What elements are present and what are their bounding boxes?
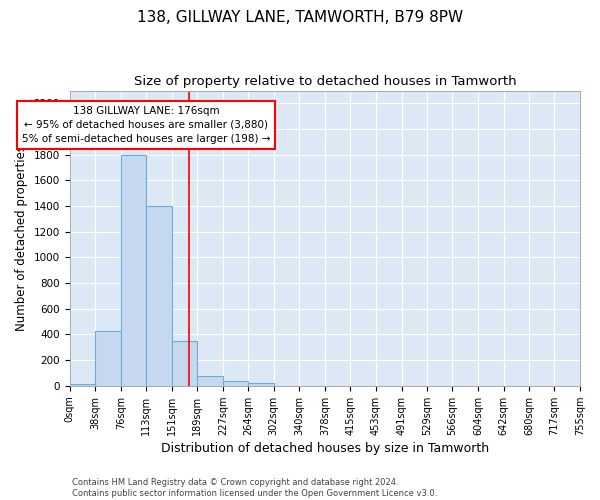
Bar [197,376,223,386]
Title: Size of property relative to detached houses in Tamworth: Size of property relative to detached ho… [134,75,516,88]
Bar [70,384,95,386]
Bar [172,341,197,386]
Bar [223,382,248,386]
Text: Contains HM Land Registry data © Crown copyright and database right 2024.
Contai: Contains HM Land Registry data © Crown c… [72,478,437,498]
Bar [121,154,146,386]
Text: 138, GILLWAY LANE, TAMWORTH, B79 8PW: 138, GILLWAY LANE, TAMWORTH, B79 8PW [137,10,463,25]
Bar [95,330,121,386]
Text: 138 GILLWAY LANE: 176sqm
← 95% of detached houses are smaller (3,880)
5% of semi: 138 GILLWAY LANE: 176sqm ← 95% of detach… [22,106,270,144]
Bar [146,206,172,386]
X-axis label: Distribution of detached houses by size in Tamworth: Distribution of detached houses by size … [161,442,489,455]
Y-axis label: Number of detached properties: Number of detached properties [15,145,28,331]
Bar [248,384,274,386]
